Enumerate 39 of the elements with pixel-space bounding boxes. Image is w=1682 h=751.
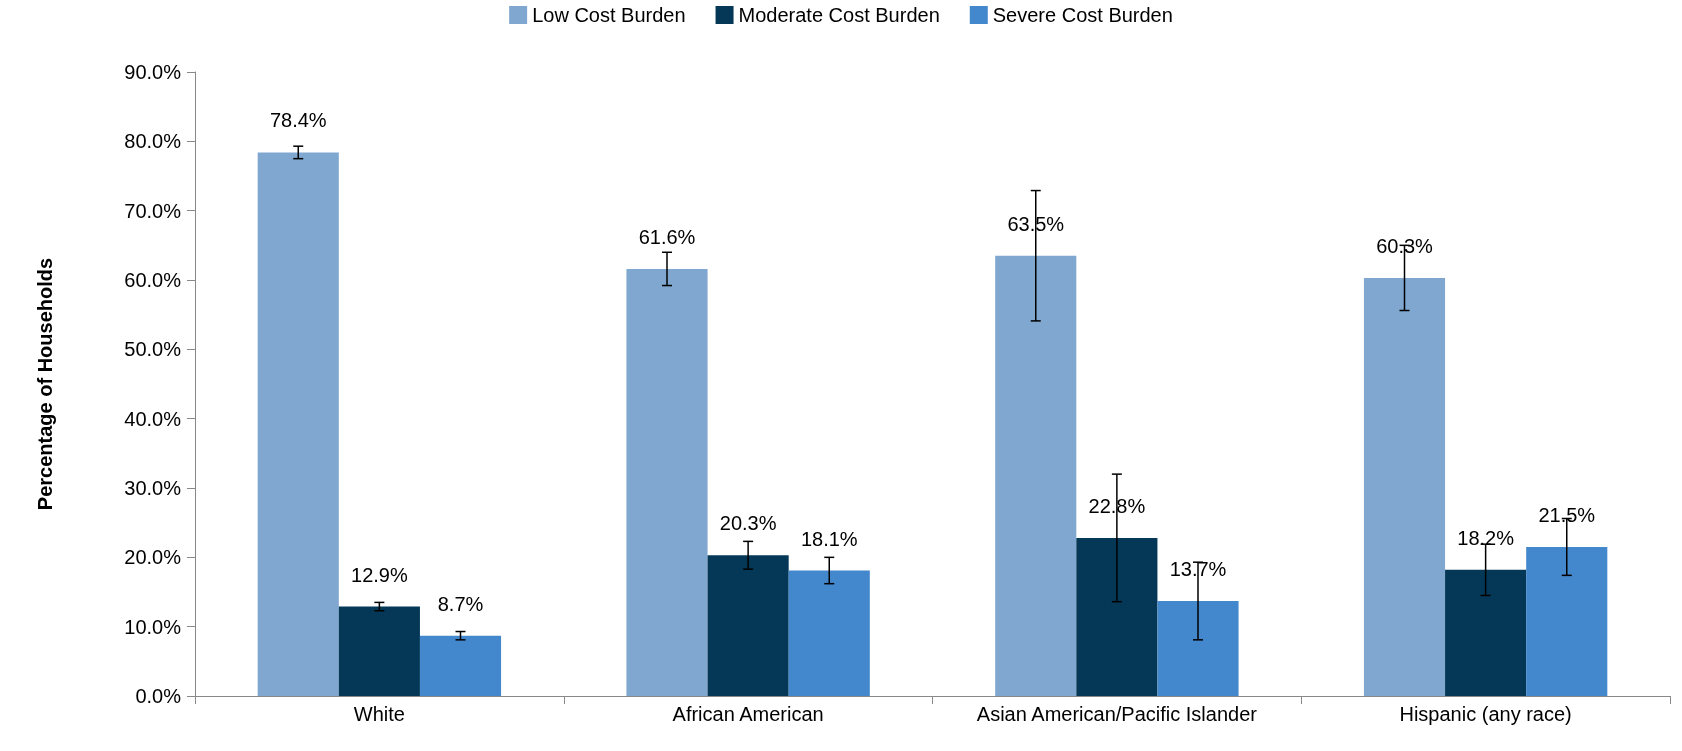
data-label: 61.6% <box>638 225 696 248</box>
bar <box>257 152 339 696</box>
data-label: 21.5% <box>1538 503 1596 526</box>
legend-label: Moderate Cost Burden <box>738 4 940 26</box>
bar <box>1363 277 1446 696</box>
y-tick-label: 50.0% <box>124 338 182 361</box>
x-tick-label: Asian American/Pacific Islander <box>976 703 1258 725</box>
data-label: 78.4% <box>269 109 327 132</box>
bar <box>995 255 1077 696</box>
y-tick-label: 0.0% <box>135 685 182 707</box>
y-tick-label: 80.0% <box>124 130 182 153</box>
y-axis-title: Percentage of Households <box>34 257 56 511</box>
bar <box>707 555 789 696</box>
x-tick-label: Hispanic (any race) <box>1399 703 1572 725</box>
bar <box>338 606 420 696</box>
legend-label: Low Cost Burden <box>532 4 686 26</box>
bar <box>1526 546 1608 696</box>
y-tick-label: 60.0% <box>124 269 182 291</box>
data-label: 8.7% <box>437 592 484 615</box>
bar <box>1445 569 1527 696</box>
y-tick-label: 10.0% <box>124 615 182 638</box>
data-label: 18.2% <box>1457 526 1515 549</box>
bar <box>1157 601 1239 696</box>
x-tick-label: African American <box>672 703 824 725</box>
x-tick-label: White <box>353 703 405 725</box>
y-tick-label: 70.0% <box>124 199 182 222</box>
y-tick-label: 90.0% <box>124 61 182 83</box>
legend-label: Severe Cost Burden <box>992 4 1173 26</box>
y-tick-label: 40.0% <box>124 407 182 430</box>
bar <box>419 635 502 696</box>
bar <box>788 570 870 696</box>
data-label: 20.3% <box>719 512 777 535</box>
data-label: 60.3% <box>1376 234 1434 257</box>
y-tick-label: 20.0% <box>124 546 182 569</box>
data-label: 12.9% <box>351 563 408 586</box>
data-label: 18.1% <box>800 527 858 550</box>
bar <box>626 268 708 696</box>
y-tick-label: 30.0% <box>124 477 182 499</box>
bar <box>1076 537 1158 696</box>
